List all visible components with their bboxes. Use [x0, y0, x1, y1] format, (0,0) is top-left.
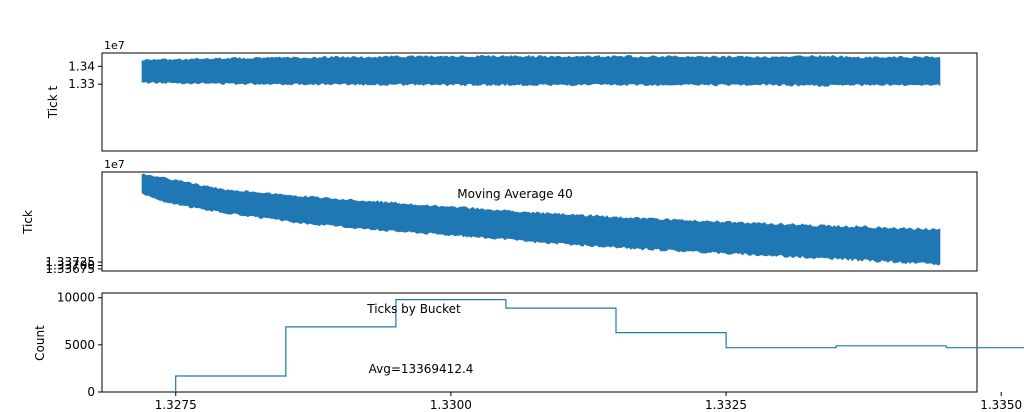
panel-3-annotation: Avg=13369412.4	[369, 362, 474, 376]
panel-2-title: Moving Average 40	[457, 187, 573, 201]
panel-2-offset-label: 1e7	[104, 158, 125, 171]
panel-tick-t: 1e7 Tick t 1.33 1.34	[46, 39, 978, 152]
panel-1-offset-label: 1e7	[104, 39, 125, 52]
panel-1-yticks: 1.33 1.34	[68, 59, 102, 91]
panel-1-ylabel: Tick t	[46, 86, 60, 120]
ytick-label: 1.33725	[45, 255, 95, 269]
ytick-label: 1.33675	[45, 262, 95, 276]
panel-2-ylabel: Tick	[21, 210, 35, 235]
panel-3-xticks: 1.32751.33001.33251.33501.33751.34001.34…	[155, 392, 1022, 412]
panel-2-band	[141, 173, 941, 266]
panel-3-yticks: 0 5000 10000	[57, 291, 102, 399]
panel-ticks-by-bucket: Ticks by Bucket Avg=13369412.4 Count 0 50…	[33, 291, 1024, 412]
ytick-label: 5000	[64, 338, 95, 352]
ytick-label: 0	[87, 385, 95, 399]
xtick-label: 1.3350	[980, 398, 1022, 412]
xtick-label: 1.3300	[430, 398, 472, 412]
xtick-label: 1.3325	[705, 398, 747, 412]
xtick-label: 1.3275	[155, 398, 197, 412]
panel-3-histogram	[175, 299, 1024, 392]
panel-3-ylabel: Count	[33, 325, 47, 361]
ytick-label: 1.33	[68, 77, 95, 91]
histogram-step	[175, 299, 1024, 392]
ytick-label: 10000	[57, 291, 95, 305]
panel-moving-average: 1e7 Moving Average 40 Tick 1.336751.3370…	[21, 158, 978, 276]
panel-3-title: Ticks by Bucket	[366, 302, 461, 316]
ytick-label: 1.34	[68, 59, 95, 73]
panel-1-band	[141, 54, 941, 87]
ytick-label: 1.33700	[45, 259, 95, 273]
